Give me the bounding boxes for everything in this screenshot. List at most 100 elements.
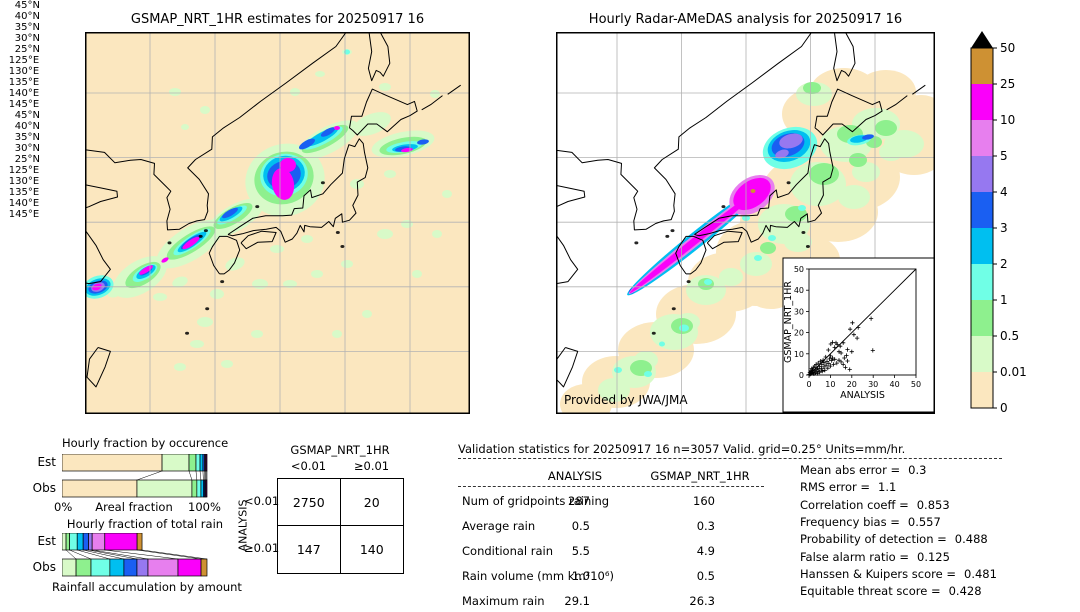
coastline-kuril [912, 84, 926, 95]
stat-metric-label-2: Correlation coeff = [800, 497, 909, 512]
precip-blob-palegreen [430, 90, 440, 98]
bar-segment-palegreen [62, 533, 67, 551]
coastline-kyushu [675, 235, 707, 275]
stats-row-gsmap-0: 160 [693, 494, 715, 508]
stat-metric-label-1: RMS error = [800, 480, 870, 495]
bar-segment-goldenrod [136, 533, 143, 551]
precip-blob-palegreen [153, 293, 167, 301]
precip-blob-aqua [679, 324, 689, 332]
inset-ytick-label: 20 [794, 329, 804, 338]
precip-blob-purple [775, 149, 789, 159]
funnel-connector [137, 549, 202, 560]
bar-segment-palegreen [62, 558, 77, 577]
inset-ytick-label: 30 [794, 307, 804, 316]
precip-blob-palegreen [852, 162, 880, 182]
occurrence-xlabel: Areal fraction [95, 500, 173, 514]
precip-blob-palegreen [377, 229, 393, 239]
precip-blob-palegreen [181, 124, 189, 130]
bar-segment-aqua [90, 558, 111, 577]
bar-segment-aqua [195, 454, 201, 472]
precip-blob-palegreen [879, 143, 903, 161]
small-island [671, 307, 676, 311]
colorbar-segment-purple [971, 156, 993, 192]
coastline-honshu [694, 138, 834, 243]
precip-blob-aqua [644, 371, 652, 377]
precip-blob-palegreen [442, 190, 452, 198]
funnel-connector [88, 549, 138, 560]
coastline-mainland [85, 32, 347, 231]
precip-blob-palegreen [197, 317, 213, 327]
coastline-shandong [85, 184, 118, 209]
stats-title-rule [458, 458, 1002, 459]
bar-segment-green [75, 558, 92, 577]
small-island [185, 331, 190, 335]
stat-metric-label-6: Hanssen & Kuipers score = [800, 566, 957, 581]
stats-row-analysis-2: 5.5 [571, 544, 590, 558]
right-map-xtick-1: 130°E [8, 176, 40, 187]
bar-segment-palegreen [136, 479, 193, 498]
precip-blob-magenta [271, 168, 295, 200]
precip-blob-palegreen [200, 106, 210, 114]
stats-row-gsmap-1: 0.3 [696, 519, 715, 533]
coastline-kuril [886, 95, 908, 111]
small-island [651, 331, 656, 335]
inset-ytick-label: 0 [799, 371, 804, 380]
inset-axes-box [808, 268, 917, 376]
coastline-kyushu [208, 235, 241, 275]
colorbar-tick-label: 25 [1000, 77, 1015, 91]
precip-blob-aqua [704, 279, 712, 285]
stats-row-gsmap-4: 26.3 [689, 594, 715, 608]
precip-blob-blue [222, 207, 238, 219]
precip-blob-palegreen [270, 245, 284, 253]
left-map-ytick-4: 25°N [14, 44, 40, 55]
bar-segment-palegreen [161, 454, 190, 472]
map-credit: Provided by JWA/JMA [564, 393, 688, 407]
small-island [205, 307, 210, 311]
coastline-taiwan [86, 347, 111, 388]
coastline-kuril [447, 84, 461, 95]
stat-metric-3: Frequency bias = 0.557 [800, 515, 941, 529]
contingency-table: 2750 20 147 140 [277, 478, 404, 574]
bar-segment-cyan [199, 454, 204, 472]
colorbar-tick-label: 5 [1000, 149, 1008, 163]
precip-blob-purple [779, 133, 803, 149]
precip-blob-palegreen [384, 170, 396, 178]
precip-blob-aqua [659, 341, 665, 347]
precip-blob-palegreen [252, 279, 268, 289]
left-map-xtick-0: 125°E [8, 55, 40, 66]
small-island [786, 181, 791, 185]
inset-panel-box [782, 257, 935, 413]
funnel-connector [77, 549, 110, 560]
bar-segment-cyan [200, 479, 204, 498]
stats-row-analysis-1: 0.5 [571, 519, 590, 533]
stat-metric-value-0: 0.3 [908, 463, 927, 477]
right-map-ytick-0: 45°N [14, 110, 40, 121]
colorbar-tick-label: 50 [1000, 41, 1015, 55]
inset-xtick-label: 10 [825, 380, 835, 389]
precip-blob-palegreen [283, 280, 297, 288]
colorbar-segment-orchid [971, 120, 993, 156]
funnel-connector [199, 470, 202, 481]
precip-blob-blue [417, 139, 429, 145]
precip-blob-palegreen [412, 270, 422, 278]
bar-segment-purple [136, 558, 149, 577]
small-island [198, 234, 203, 238]
occurrence-est-label: Est [37, 455, 56, 469]
small-island [721, 205, 726, 209]
gsmap-map [85, 32, 470, 414]
radar-amedas-map: 0 10 20 30 40 50 0 10 20 30 40 50 ANALYSIS GSMAP_NRT_… [556, 32, 935, 414]
right-map-title: Hourly Radar-AMeDAS analysis for 2025091… [588, 12, 903, 27]
precip-blob-magenta [182, 236, 200, 250]
inset-ytick-label: 50 [794, 265, 804, 274]
precip-blob-magenta [629, 186, 763, 294]
precip-blob-palegreen [290, 88, 300, 96]
small-island [634, 241, 639, 245]
stat-metric-label-7: Equitable threat score = [800, 584, 941, 599]
inset-ylabel: GSMAP_NRT_1HR [783, 281, 794, 363]
bar-segment-magenta [104, 533, 138, 551]
precip-blob-palegreen [362, 310, 372, 318]
precip-blob-aqua [768, 235, 776, 241]
small-island [686, 280, 691, 284]
precip-blob-green [803, 82, 821, 94]
